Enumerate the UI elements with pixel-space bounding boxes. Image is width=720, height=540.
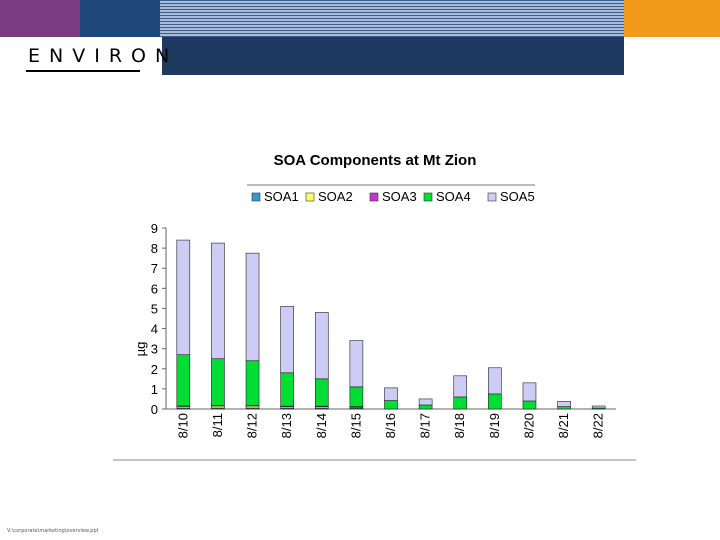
bar-stack-8-20 <box>522 382 537 410</box>
legend-label-soa5: SOA5 <box>500 189 535 204</box>
bar-segment-soa5 <box>349 340 364 388</box>
bar-segment-soa5 <box>522 382 537 402</box>
y-tick-label: 8 <box>151 241 158 256</box>
header-navy-band <box>162 37 624 75</box>
x-tick-label: 8/21 <box>556 413 571 438</box>
footer-path: V:\corporate\marketing\overview.ppt <box>7 528 99 534</box>
y-tick-label: 3 <box>151 342 158 357</box>
y-axis-ticks: 0 1 2 3 4 5 6 7 8 9 <box>151 221 166 417</box>
bar-segment-soa2 <box>245 405 260 409</box>
header-purple-block <box>0 0 80 37</box>
bar-stack-8-13 <box>280 306 294 410</box>
legend-label-soa2: SOA2 <box>318 189 353 204</box>
bar-segment-soa4 <box>418 404 433 410</box>
y-tick-label: 2 <box>151 362 158 377</box>
x-tick-label: 8/17 <box>418 413 433 438</box>
y-tick-label: 9 <box>151 221 158 236</box>
x-axis-ticks: 8/10 8/11 8/12 8/13 8/14 8/15 8/16 8/17 8/18 8/19… <box>175 413 605 438</box>
x-tick-label: 8/19 <box>487 413 502 438</box>
y-tick-label: 0 <box>151 402 158 417</box>
bar-segment-soa5 <box>245 252 260 362</box>
bar-segment-soa5 <box>418 398 433 406</box>
x-tick-label: 8/20 <box>521 413 536 438</box>
bar-stack-8-16 <box>384 387 398 410</box>
x-tick-label: 8/15 <box>348 413 363 438</box>
bar-stack-8-19 <box>488 367 502 410</box>
bar-segment-soa4 <box>245 360 260 406</box>
y-axis-label: µg <box>133 342 148 357</box>
x-tick-label: 8/11 <box>210 413 225 437</box>
bar-stack-8-17 <box>418 398 433 410</box>
x-tick-label: 8/16 <box>383 413 398 438</box>
legend-swatch-soa4 <box>423 192 433 202</box>
bar-segment-soa4 <box>522 400 537 410</box>
bar-segment-soa4 <box>384 400 398 410</box>
y-tick-label: 6 <box>151 281 158 296</box>
x-tick-label: 8/18 <box>452 413 467 438</box>
logo-area <box>0 37 162 75</box>
bar-segment-soa5 <box>384 387 398 401</box>
chart-title: SOA Components at Mt Zion <box>274 152 477 169</box>
bar-stack-8-21 <box>557 401 571 410</box>
bar-segment-soa4 <box>280 372 294 407</box>
bar-segment-soa5 <box>176 239 191 355</box>
bar-stack-8-15 <box>349 340 364 410</box>
header-blue-block <box>80 0 160 37</box>
legend-swatch-soa2 <box>305 192 315 202</box>
y-tick-label: 7 <box>151 261 158 276</box>
environ-logo: ENVIRON <box>28 45 179 67</box>
bar-segment-soa5 <box>280 306 294 374</box>
bar-segment-soa4 <box>349 386 364 407</box>
x-tick-label: 8/12 <box>245 413 260 438</box>
y-tick-label: 4 <box>151 322 158 337</box>
legend-label-soa1: SOA1 <box>264 189 299 204</box>
x-tick-label: 8/13 <box>279 413 294 438</box>
bar-segment-soa5 <box>211 242 225 360</box>
bar-segment-soa4 <box>314 378 329 407</box>
bar-groups <box>176 239 606 410</box>
bar-stack-8-12 <box>245 252 260 410</box>
bar-segment-soa5 <box>557 401 571 407</box>
header-striped-band <box>160 0 624 37</box>
bar-stack-8-10 <box>176 239 191 410</box>
bar-segment-soa4 <box>488 393 502 410</box>
bar-segment-soa5 <box>453 375 468 398</box>
legend-label-soa4: SOA4 <box>436 189 471 204</box>
x-tick-label: 8/14 <box>314 413 329 438</box>
bar-stack-8-14 <box>314 312 329 410</box>
bar-segment-soa5 <box>488 367 502 395</box>
x-tick-label: 8/22 <box>591 413 606 438</box>
bar-stack-8-11 <box>211 242 225 410</box>
bar-segment-soa5 <box>314 312 329 380</box>
bar-segment-soa4 <box>176 354 191 407</box>
header-orange-block <box>624 0 720 37</box>
y-tick-label: 1 <box>151 382 158 397</box>
bar-segment-soa5 <box>591 405 606 409</box>
bar-segment-soa4 <box>453 396 468 410</box>
logo-underline <box>26 70 140 72</box>
legend-swatch-soa1 <box>251 192 261 202</box>
legend-swatch-soa5 <box>487 192 497 202</box>
legend-swatch-soa3 <box>369 192 379 202</box>
y-tick-label: 5 <box>151 301 158 316</box>
bar-stack-8-18 <box>453 375 468 410</box>
bar-stack-8-22 <box>591 405 606 410</box>
bar-segment-soa4 <box>557 406 571 410</box>
chart-legend: SOA1 SOA2 SOA3 SOA4 SOA5 <box>251 189 535 204</box>
bar-segment-soa4 <box>211 358 225 406</box>
bar-segment-soa2 <box>211 405 225 409</box>
legend-label-soa3: SOA3 <box>382 189 417 204</box>
x-tick-label: 8/10 <box>175 413 190 438</box>
